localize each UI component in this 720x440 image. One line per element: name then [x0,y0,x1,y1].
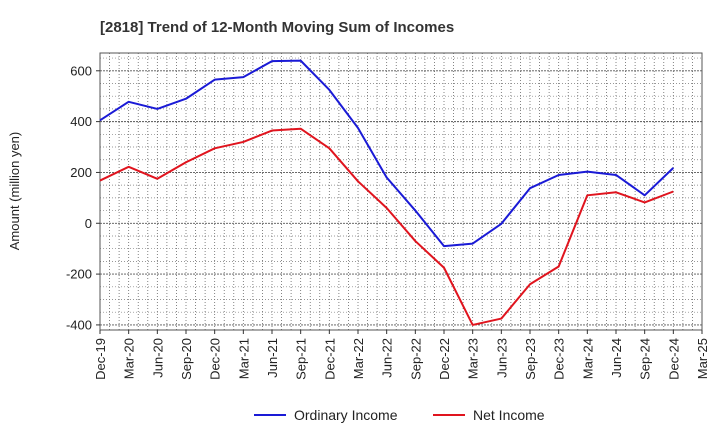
x-tick-label: Dec-23 [552,338,567,380]
y-axis-label: Amount (million yen) [7,132,22,251]
x-tick-label: Mar-24 [580,338,595,379]
y-tick-label: 600 [70,63,92,78]
plot-area [99,52,703,331]
y-axis: -400 -200 0 200 400 600 [66,63,100,332]
x-tick-label: Jun-24 [609,338,624,378]
legend: Ordinary Income Net Income [254,407,545,423]
x-tick-label: Jun-20 [150,338,165,378]
x-tick-label: Mar-23 [466,338,481,379]
x-tick-label: Sep-24 [638,338,653,380]
x-tick-label: Dec-19 [93,338,108,380]
x-tick-label: Sep-21 [294,338,309,380]
x-tick-label: Mar-21 [236,338,251,379]
x-tick-label: Jun-22 [380,338,395,378]
x-tick-label: Sep-23 [523,338,538,380]
y-tick-label: 400 [70,114,92,129]
y-tick-label: 200 [70,165,92,180]
x-tick-label: Jun-21 [265,338,280,378]
x-tick-label: Mar-25 [695,338,710,379]
series-group [99,59,675,326]
series-line-net-income [99,127,674,326]
y-tick-label: -400 [66,317,92,332]
x-tick-label: Sep-22 [408,338,423,380]
x-tick-label: Mar-20 [122,338,137,379]
x-tick-label: Dec-22 [437,338,452,380]
legend-label-ordinary-income: Ordinary Income [294,407,398,423]
x-tick-label: Mar-22 [351,338,366,379]
legend-label-net-income: Net Income [473,407,545,423]
x-tick-label: Dec-21 [322,338,337,380]
grid [100,53,702,330]
x-axis: Dec-19 Mar-20 Jun-20 Sep-20 Dec-20 Mar-21 Jun-… [93,330,710,380]
x-tick-label: Dec-20 [208,338,223,380]
chart-title: [2818] Trend of 12-Month Moving Sum of I… [100,19,454,36]
x-tick-label: Jun-23 [494,338,509,378]
x-tick-label: Dec-24 [666,338,681,380]
y-tick-label: 0 [85,216,92,231]
x-tick-label: Sep-20 [179,338,194,380]
y-tick-label: -200 [66,267,92,282]
series-line-ordinary-income [99,59,675,248]
